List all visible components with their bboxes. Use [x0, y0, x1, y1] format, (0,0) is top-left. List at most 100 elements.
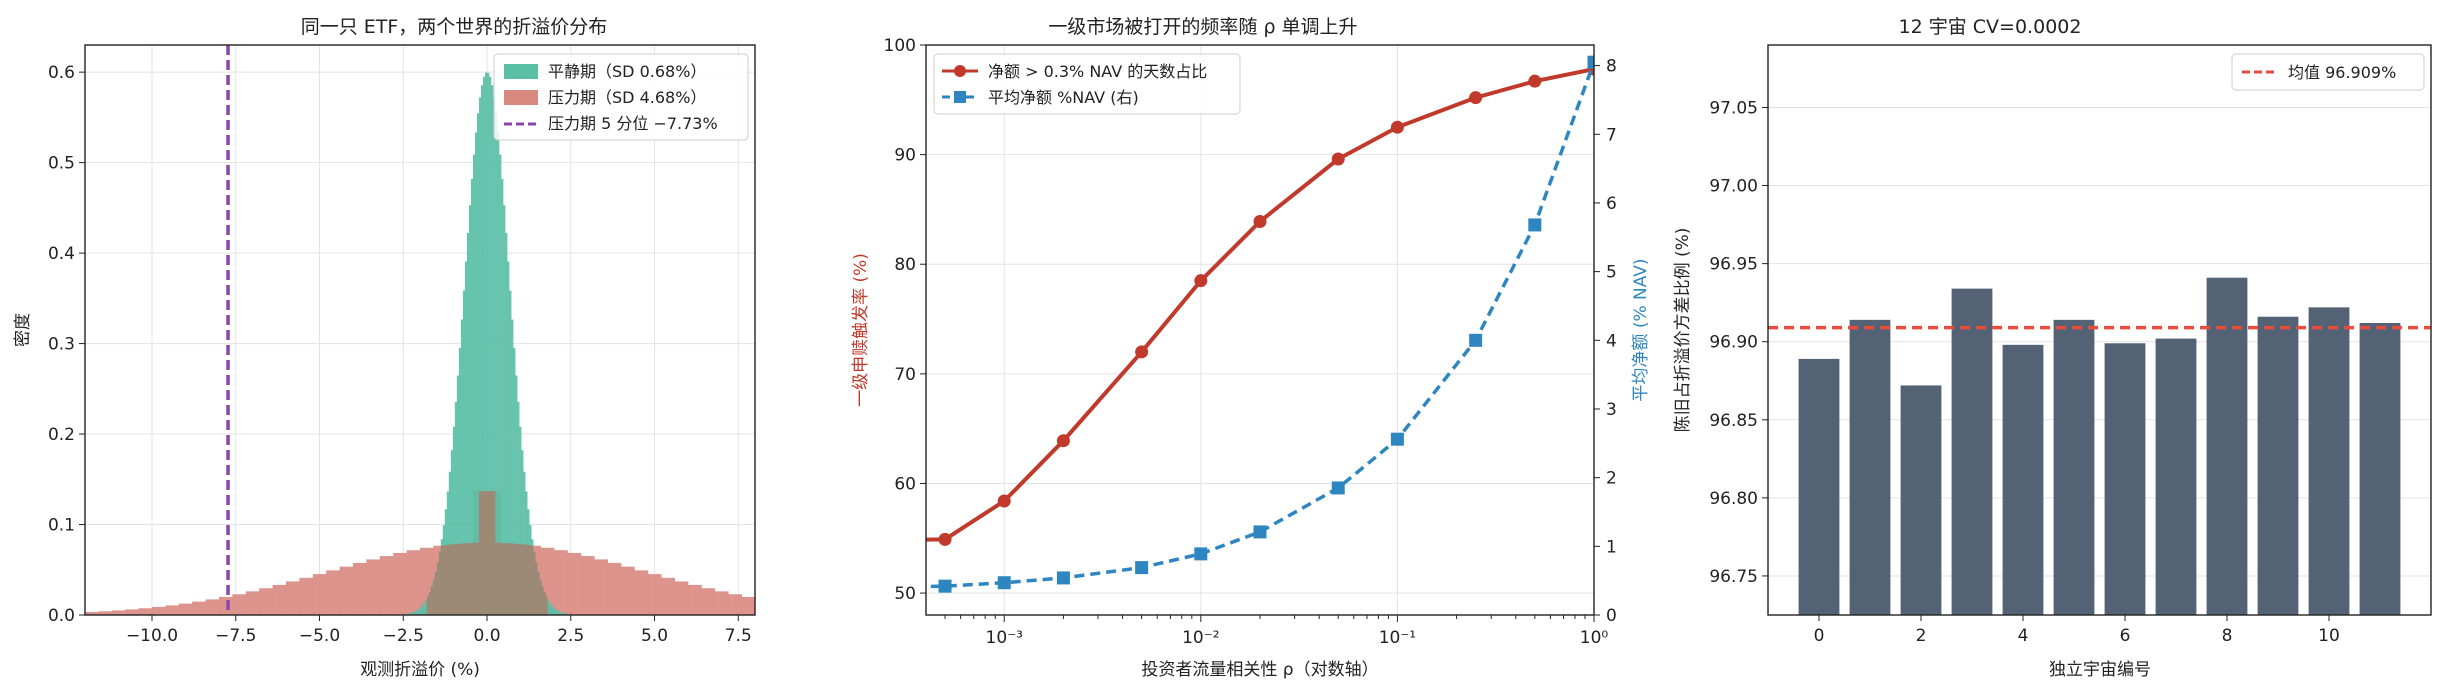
trigger-rate-point	[938, 532, 952, 546]
stress-bar	[406, 550, 421, 615]
overlap-bar	[497, 542, 500, 615]
p1-xtick-label: −10.0	[126, 626, 178, 646]
overlap-bar	[545, 596, 548, 615]
panel3-ylabel: 陈旧占折溢价方差比例 (%)	[1673, 228, 1693, 433]
calm-bar	[551, 606, 554, 615]
calm-bar	[513, 347, 516, 615]
p2-ytick-right-label: 6	[1606, 194, 1617, 214]
overlap-bar	[507, 543, 510, 615]
p1-xtick-label: 0.0	[473, 626, 500, 646]
overlap-bar	[501, 542, 504, 615]
universe-bar	[1900, 385, 1942, 615]
panel2-ylabel-right: 平均净额 (% NAV)	[1631, 258, 1651, 401]
stress-bar	[178, 603, 193, 615]
trigger-rate-point	[997, 494, 1011, 508]
overlap-bar	[462, 543, 466, 615]
calm-bar	[482, 76, 486, 616]
overlap-bar	[472, 542, 476, 615]
overlap-bar	[454, 544, 458, 615]
overlap-bar	[468, 543, 472, 615]
panel3-bars	[1768, 277, 2431, 615]
overlap-bar	[478, 491, 482, 615]
overlap-bar	[493, 491, 496, 615]
p1-xtick-label: 7.5	[725, 626, 752, 646]
panel3-ticks: 96.75 96.80 96.85 96.90 96.95 97.00 97.05 0 2 4 6 8…	[1709, 98, 2339, 646]
net-flow-point	[1253, 525, 1267, 539]
p3-xtick-label: 4	[2018, 626, 2029, 646]
p2-ytick-right-label: 3	[1606, 400, 1617, 420]
calm-bar	[474, 132, 478, 615]
calm-bar	[458, 347, 462, 615]
calm-bar	[519, 426, 522, 615]
calm-bar	[503, 205, 506, 616]
calm-bar	[549, 603, 552, 615]
p1-xtick-label: −7.5	[215, 626, 256, 646]
stress-bar	[594, 559, 608, 615]
p2-ytick-label: 50	[894, 584, 916, 604]
trigger-rate-point	[860, 534, 873, 547]
panel1-histograms	[85, 45, 756, 616]
stress-bar	[393, 552, 407, 615]
stress-bar	[299, 577, 314, 615]
p2-xtick-label: 10⁻²	[1182, 628, 1219, 648]
panel-universe-bars: 12 宇宙 CV=0.0002 96.75 96.80 96.85 96.90 96.9…	[1673, 16, 2432, 680]
trigger-rate-point	[1253, 214, 1267, 228]
net-flow-point	[1528, 218, 1542, 232]
overlap-bar	[444, 545, 448, 615]
legend-swatch-calm	[504, 64, 538, 79]
p2-ytick-label: 80	[894, 255, 916, 275]
stress-bar	[728, 594, 742, 615]
stress-bar	[607, 562, 622, 615]
legend-label-trigger: 净额 > 0.3% NAV 的天数占比	[988, 62, 1207, 81]
universe-bar	[2206, 277, 2248, 615]
stress-bar	[741, 596, 756, 615]
trigger-rate-point	[1331, 152, 1345, 166]
stress-bar	[138, 608, 153, 615]
net-flow-point	[997, 576, 1011, 590]
calm-bar	[559, 611, 562, 615]
overlap-bar	[531, 545, 534, 615]
overlap-bar	[458, 543, 462, 615]
stress-bar	[111, 610, 126, 615]
net-flow-point	[860, 581, 873, 594]
stress-bar	[286, 581, 300, 615]
calm-bar	[505, 232, 508, 616]
overlap-bar	[517, 544, 520, 615]
calm-bar	[420, 606, 423, 615]
overlap-bar	[440, 545, 444, 615]
calm-bar	[491, 85, 494, 615]
calm-bar	[410, 612, 413, 615]
calm-bar	[517, 401, 520, 615]
legend-label-calm: 平静期（SD 0.68%）	[548, 62, 706, 81]
p2-ytick-label: 90	[894, 146, 916, 166]
stress-bar	[259, 588, 273, 615]
stress-bar	[688, 584, 702, 615]
p2-xtick-label: 10⁰	[1580, 628, 1609, 648]
calm-bar	[553, 608, 556, 615]
calm-bar	[487, 72, 490, 615]
stress-bar	[232, 594, 247, 615]
calm-bar	[422, 603, 425, 615]
legend-label-quantile: 压力期 5 分位 −7.73%	[548, 114, 718, 133]
p1-ytick-label: 0.4	[48, 244, 75, 264]
p2-ytick-right-label: 5	[1606, 263, 1617, 283]
overlap-bar	[482, 491, 486, 615]
p2-ytick-right-label: 1	[1606, 537, 1617, 557]
overlap-bar	[519, 544, 522, 615]
overlap-bar	[521, 544, 524, 615]
stress-bar	[152, 606, 166, 615]
p1-ytick-label: 0.2	[48, 425, 75, 445]
p2-ytick-right-label: 0	[1606, 606, 1617, 626]
universe-bar	[2002, 344, 2044, 615]
net-flow-point	[1469, 333, 1483, 347]
calm-bar	[472, 154, 476, 615]
calm-bar	[497, 132, 500, 615]
stress-bar	[353, 562, 367, 615]
calm-bar	[454, 401, 458, 615]
calm-bar	[557, 610, 560, 615]
calm-bar	[470, 178, 474, 615]
net-flow-point	[1056, 571, 1070, 585]
universe-bar	[2257, 316, 2299, 615]
overlap-bar	[499, 542, 502, 615]
panel-premium-distribution: 同一只 ETF，两个世界的折溢价分布 −10.0 −7.5 −5.0 −2.5 0.0 2…	[13, 16, 756, 680]
